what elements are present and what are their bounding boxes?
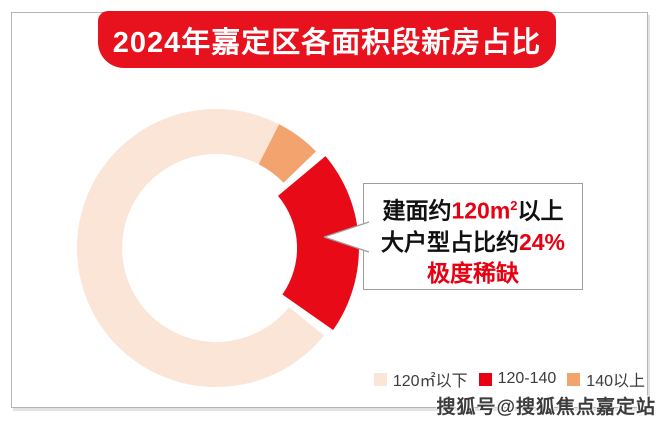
page-title: 2024年嘉定区各面积段新房占比 xyxy=(112,26,542,59)
callout-line2-highlight: 24% xyxy=(518,228,566,255)
donut-slice-1 xyxy=(258,124,316,183)
legend-item-0: 120㎡以下 xyxy=(373,367,468,391)
legend-item-1: 120-140 xyxy=(478,370,557,388)
title-banner: 2024年嘉定区各面积段新房占比 xyxy=(98,11,556,68)
legend-label: 140以上 xyxy=(586,373,645,390)
legend-swatch xyxy=(567,372,581,386)
watermark: 搜狐号@搜狐焦点嘉定站 xyxy=(436,397,656,418)
callout-line-3: 极度稀缺 xyxy=(427,259,519,286)
legend-swatch xyxy=(373,372,387,386)
callout-line1-prefix: 建面约 xyxy=(382,197,452,224)
chart-legend: 120㎡以下 120-140 140以上 xyxy=(373,367,645,391)
donut-slice-2 xyxy=(278,156,359,330)
callout-bubble: 建面约120m2以上 大户型占比约24% 极度稀缺 xyxy=(363,183,583,290)
legend-label: 120㎡以下 xyxy=(392,373,468,390)
callout-line1-superscript: 2 xyxy=(510,198,518,213)
callout-line-2: 大户型占比约24% xyxy=(364,227,582,258)
donut-slice-0 xyxy=(76,109,324,388)
callout-line1-highlight: 120m xyxy=(451,197,511,224)
callout-pointer xyxy=(323,221,370,253)
legend-swatch xyxy=(478,372,492,386)
callout-line1-suffix: 以上 xyxy=(517,197,564,224)
callout-line2-prefix: 大户型占比约 xyxy=(380,228,519,255)
legend-label: 120-140 xyxy=(497,370,557,387)
legend-item-2: 140以上 xyxy=(567,367,645,391)
callout-line-1: 建面约120m2以上 xyxy=(364,190,582,227)
